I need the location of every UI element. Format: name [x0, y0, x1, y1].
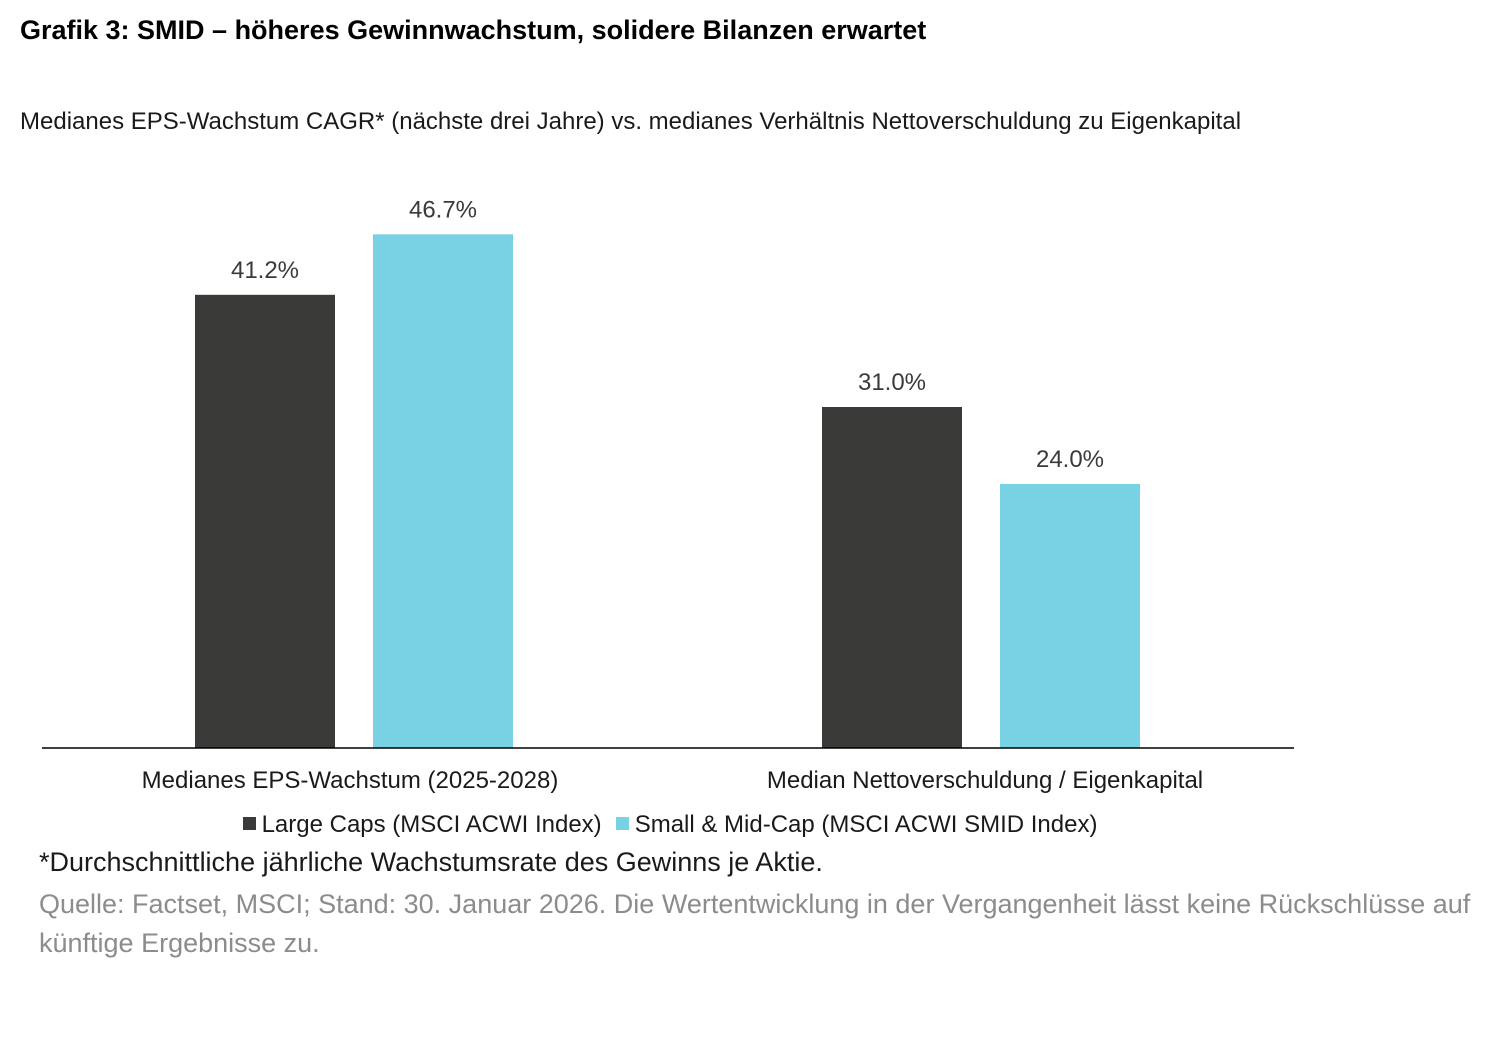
bar-chart: 41.2% 31.0% 46.7% 24.0% Medianes EPS-Wachstu…: [42, 196, 1294, 794]
bar-large-caps-0: [195, 294, 335, 748]
category-label-0: Medianes EPS-Wachstum (2025-2028): [142, 767, 559, 794]
data-label-smid-1: 24.0%: [1036, 446, 1104, 473]
chart-title: Grafik 3: SMID – höheres Gewinnwachstum,…: [20, 15, 927, 45]
chart-subtitle: Medianes EPS-Wachstum CAGR* (nächste dre…: [20, 108, 1242, 135]
data-label-smid-0: 46.7%: [409, 196, 477, 223]
data-label-large-caps-1: 31.0%: [858, 369, 926, 396]
legend-swatch-large-caps: [242, 816, 256, 830]
category-label-1: Median Nettoverschuldung / Eigenkapital: [767, 767, 1203, 794]
legend-label-large-caps: Large Caps (MSCI ACWI Index): [261, 810, 602, 838]
data-label-large-caps-0: 41.2%: [231, 257, 299, 284]
legend-item-large-caps: Large Caps (MSCI ACWI Index): [242, 809, 602, 841]
legend-swatch-smid: [615, 816, 629, 830]
bar-smid-1: [1000, 484, 1140, 748]
source-note: Quelle: Factset, MSCI; Stand: 30. Januar…: [39, 889, 1471, 958]
bar-large-caps-1: [822, 407, 962, 748]
bar-smid-0: [373, 234, 513, 749]
chart-legend: Large Caps (MSCI ACWI Index) Small & Mid…: [0, 808, 1340, 841]
legend-label-smid: Small & Mid-Cap (MSCI ACWI SMID Index): [634, 810, 1098, 838]
legend-item-smid: Small & Mid-Cap (MSCI ACWI SMID Index): [615, 809, 1098, 841]
footnote: *Durchschnittliche jährliche Wachstumsra…: [39, 847, 823, 877]
